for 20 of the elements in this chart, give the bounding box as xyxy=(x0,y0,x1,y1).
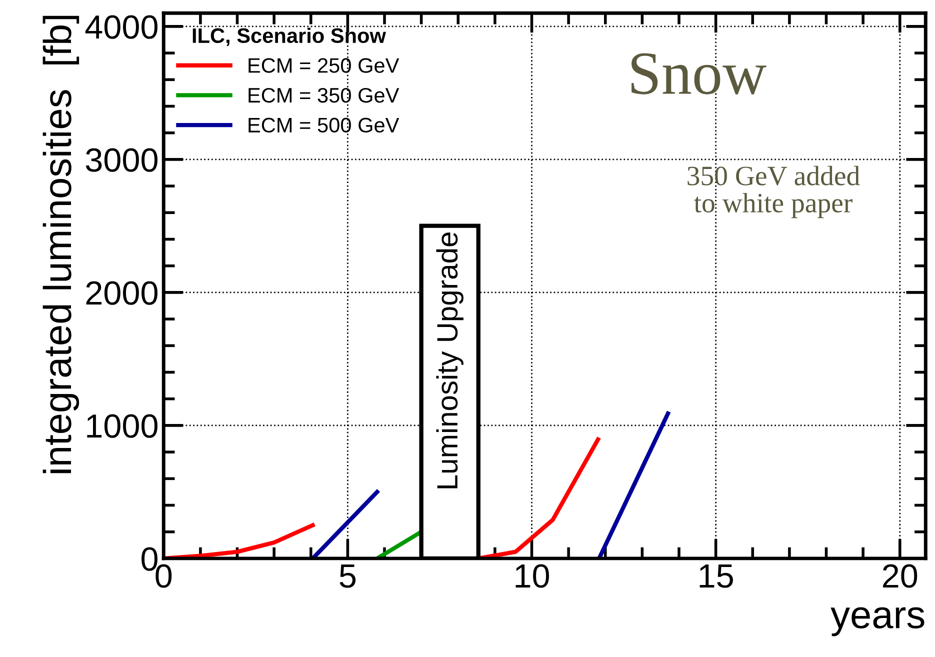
y-tick-label: 3000 xyxy=(86,148,158,172)
y-tick-label: 0 xyxy=(142,547,158,571)
legend-label: ECM = 250 GeV xyxy=(248,58,400,73)
legend-label: ECM = 500 GeV xyxy=(248,118,400,133)
x-tick-label: 15 xyxy=(700,564,733,588)
band-label: Luminosity Upgrade xyxy=(436,232,464,488)
legend-title: ILC, Scenario Snow xyxy=(192,28,386,46)
legend-label: ECM = 350 GeV xyxy=(248,88,400,103)
annotation: Snow xyxy=(632,53,766,94)
x-tick-label: 5 xyxy=(340,564,356,588)
x-axis-title: years xyxy=(830,607,924,636)
x-tick-label: 10 xyxy=(516,564,549,588)
line-series xyxy=(164,523,315,558)
x-tick-label: 0 xyxy=(156,564,172,588)
y-tick-label: 1000 xyxy=(87,414,158,438)
y-tick-label: 2000 xyxy=(86,281,158,305)
y-axis-title: integrated luminosities [fb] xyxy=(42,16,80,474)
y-tick-label: 4000 xyxy=(85,15,158,39)
annotation: 350 GeV added to white paper xyxy=(688,166,860,218)
x-tick-label: 20 xyxy=(883,564,918,588)
